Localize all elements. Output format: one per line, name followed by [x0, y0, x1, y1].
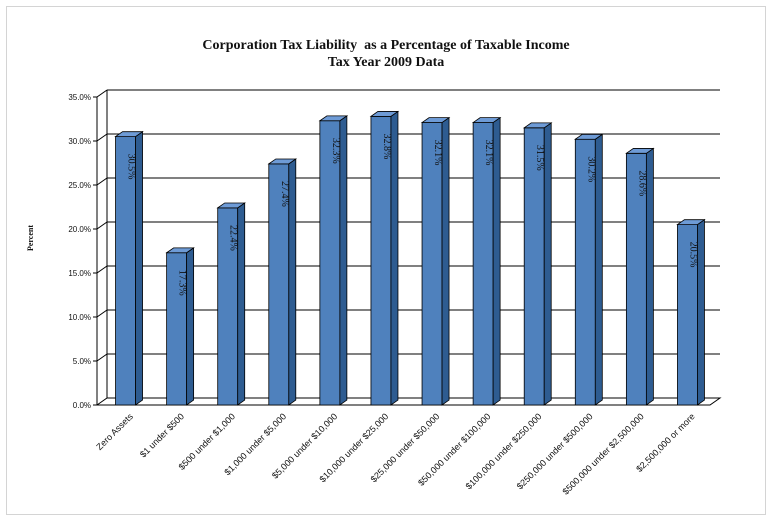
- gridline: [96, 89, 720, 98]
- bars: 30.5% 17.3% 22.4% 27.4% 32.3% 32.8% 32.1% 32.1%…: [114, 110, 706, 406]
- gridline: [96, 265, 720, 274]
- bar-data-label: 20.5%: [687, 242, 698, 268]
- bar-data-label: 28.6%: [636, 170, 647, 196]
- bar: 30.2%: [574, 133, 604, 406]
- bar: 22.4%: [216, 202, 246, 406]
- bar-top: [522, 122, 553, 129]
- bar: 30.5%: [114, 130, 144, 406]
- bar-data-label: 27.4%: [279, 181, 290, 207]
- bar-data-label: 22.4%: [228, 225, 239, 251]
- gridline: [96, 309, 720, 318]
- plot-floor: [95, 397, 722, 406]
- y-tick-label: 30.0%: [68, 137, 91, 146]
- plot-back-wall: [95, 90, 722, 406]
- bar-top: [165, 247, 195, 254]
- bar: 28.6%: [625, 147, 655, 406]
- bar-data-label: 30.2%: [585, 156, 596, 182]
- bar-top: [574, 133, 604, 140]
- chart-subtitle: Tax Year 2009 Data: [327, 55, 445, 70]
- bar: 32.8%: [369, 110, 400, 406]
- y-tick-label: 5.0%: [73, 357, 91, 366]
- x-category-label: $500 under $1,000: [177, 411, 238, 472]
- chart-title: Corporation Tax Liability as a Percentag…: [202, 38, 570, 53]
- y-tick-label: 15.0%: [68, 269, 91, 278]
- bar: 31.5%: [522, 122, 553, 406]
- bar-data-label: 32.3%: [330, 138, 341, 164]
- bar-data-label: 17.3%: [177, 270, 188, 296]
- y-tick-label: 0.0%: [73, 401, 91, 410]
- y-axis-label: Percent: [26, 225, 35, 251]
- gridline: [96, 221, 720, 230]
- bar-data-label: 31.5%: [534, 145, 545, 171]
- bar: 32.3%: [318, 115, 349, 406]
- bar-top: [625, 148, 655, 154]
- gridline: [96, 177, 720, 186]
- x-category-label: $500,000 under $2,500,000: [561, 411, 646, 496]
- bar-top: [267, 158, 298, 165]
- bar: 27.4%: [267, 158, 298, 406]
- gridline: [96, 353, 720, 362]
- y-axis-ticks: 0.0% 5.0% 10.0% 15.0% 20.0% 25.0% 30.0% 35.0%: [68, 93, 97, 410]
- bar-front: [370, 115, 392, 406]
- bar-top: [216, 202, 246, 209]
- x-category-label: $1 under $500: [138, 411, 186, 459]
- bar-top: [471, 117, 502, 123]
- bar: 17.3%: [165, 247, 195, 406]
- bar-top: [420, 117, 451, 123]
- x-category-label: $2,500,000 or more: [634, 411, 697, 474]
- bar: 32.1%: [420, 116, 451, 406]
- bar-top: [676, 219, 706, 226]
- bar-data-label: 32.8%: [381, 133, 392, 159]
- bar: 32.1%: [471, 116, 502, 406]
- y-tick-label: 35.0%: [68, 93, 91, 102]
- gridline: [96, 133, 720, 142]
- x-axis-categories: Zero Assets $1 under $500$500 under $1,00…: [94, 411, 697, 497]
- bar-data-label: 30.5%: [126, 154, 137, 180]
- bar-top: [114, 131, 144, 138]
- bar-data-label: 32.1%: [432, 140, 443, 166]
- y-tick-label: 25.0%: [68, 181, 91, 190]
- y-tick-label: 10.0%: [68, 313, 91, 322]
- bar-top: [369, 111, 400, 117]
- x-category-label: Zero Assets: [94, 411, 135, 452]
- bar: 20.5%: [676, 218, 706, 406]
- gridlines: [96, 89, 720, 362]
- bar-data-label: 32.1%: [483, 140, 494, 166]
- bar-top: [318, 115, 349, 122]
- y-tick-label: 20.0%: [68, 225, 91, 234]
